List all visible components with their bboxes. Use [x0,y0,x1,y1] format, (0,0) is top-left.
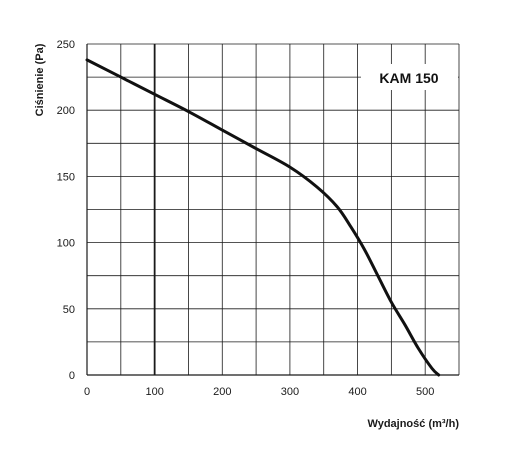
y-tick-label: 250 [57,39,75,51]
legend: KAM 150 [361,64,458,90]
y-tick-label: 50 [63,304,75,316]
x-tick-label: 400 [348,386,366,398]
y-tick-label: 100 [57,238,75,250]
legend-box [361,64,458,90]
series-line-kam-150 [85,58,441,377]
tick-labels: 0 100 200 300 400 500 0 50 100 150 200 250 [57,39,435,398]
x-tick-label: 0 [84,386,90,398]
x-axis-title: Wydajność (m³/h) [368,418,460,430]
series-curves [85,58,441,377]
y-tick-label: 0 [69,370,75,382]
grid-lines [86,43,460,376]
x-tick-label: 200 [213,386,231,398]
y-axis-title: Ciśnienie (Pa) [34,43,46,116]
legend-label: KAM 150 [379,70,438,86]
x-tick-label: 300 [281,386,299,398]
x-tick-label: 500 [416,386,434,398]
y-tick-label: 150 [57,171,75,183]
x-tick-label: 100 [145,386,163,398]
y-tick-label: 200 [57,105,75,117]
axes [86,44,459,376]
